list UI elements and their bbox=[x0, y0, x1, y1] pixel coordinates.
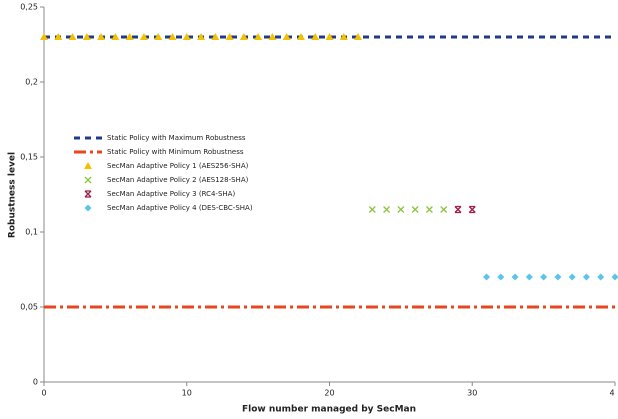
data-point bbox=[68, 33, 77, 40]
data-point bbox=[497, 273, 505, 281]
data-point bbox=[554, 273, 562, 281]
data-point bbox=[339, 33, 348, 40]
x-tick-label: 10 bbox=[182, 389, 192, 398]
data-point bbox=[411, 206, 419, 213]
x-tick-label: 30 bbox=[467, 389, 477, 398]
data-point bbox=[611, 273, 618, 281]
legend-swatch bbox=[84, 190, 92, 198]
data-point bbox=[397, 206, 405, 213]
x-tick-label: 20 bbox=[324, 389, 334, 398]
data-point bbox=[40, 33, 48, 40]
data-point bbox=[139, 33, 148, 40]
legend-swatch bbox=[84, 162, 92, 169]
data-point bbox=[468, 205, 476, 214]
y-axis-title: Robustness level bbox=[8, 152, 18, 238]
data-point bbox=[425, 206, 433, 213]
data-point bbox=[254, 33, 263, 40]
data-point bbox=[525, 273, 533, 281]
y-tick-label: 0,05 bbox=[20, 303, 38, 312]
data-point bbox=[182, 33, 191, 40]
legend-text: SecMan Adaptive Policy 2 (AES128-SHA) bbox=[107, 176, 249, 184]
data-point bbox=[483, 273, 491, 281]
legend-swatch bbox=[84, 176, 92, 184]
data-point bbox=[296, 33, 305, 40]
data-point bbox=[282, 33, 291, 40]
legend-text: SecMan Adaptive Policy 4 (DES-CBC-SHA) bbox=[107, 204, 253, 212]
data-point bbox=[168, 33, 177, 40]
data-point bbox=[239, 33, 248, 40]
data-point bbox=[511, 273, 519, 281]
y-tick-label: 0,25 bbox=[20, 3, 38, 12]
y-tick-label: 0,2 bbox=[25, 78, 38, 87]
data-point bbox=[383, 206, 391, 213]
data-point bbox=[540, 273, 548, 281]
data-point bbox=[454, 205, 462, 214]
data-point bbox=[82, 33, 91, 40]
y-tick-label: 0,15 bbox=[20, 153, 38, 162]
data-point bbox=[368, 206, 376, 213]
x-tick-label: 0 bbox=[41, 389, 46, 398]
x-axis-title: Flow number managed by SecMan bbox=[242, 405, 416, 415]
data-point bbox=[225, 33, 234, 40]
data-point bbox=[111, 33, 120, 40]
legend-text: SecMan Adaptive Policy 1 (AES256-SHA) bbox=[107, 162, 249, 170]
legend-swatch bbox=[84, 204, 92, 212]
legend-text: Static Policy with Maximum Robustness bbox=[107, 134, 246, 142]
data-point bbox=[568, 273, 576, 281]
data-point bbox=[597, 273, 605, 281]
data-point bbox=[197, 33, 206, 40]
data-point bbox=[97, 33, 106, 40]
data-point bbox=[325, 33, 334, 40]
legend-text: Static Policy with Minimum Robustness bbox=[107, 148, 244, 156]
legend-text: SecMan Adaptive Policy 3 (RC4-SHA) bbox=[107, 190, 235, 198]
data-point bbox=[211, 33, 220, 40]
data-point bbox=[54, 33, 63, 40]
y-tick-label: 0 bbox=[33, 378, 38, 387]
data-point bbox=[354, 33, 363, 40]
data-point bbox=[582, 273, 590, 281]
data-point bbox=[311, 33, 320, 40]
data-point bbox=[125, 33, 134, 40]
x-tick-label: 4 bbox=[609, 389, 614, 398]
y-tick-label: 0,1 bbox=[25, 228, 38, 237]
data-point bbox=[154, 33, 163, 40]
data-point bbox=[268, 33, 277, 40]
data-point bbox=[440, 206, 448, 213]
